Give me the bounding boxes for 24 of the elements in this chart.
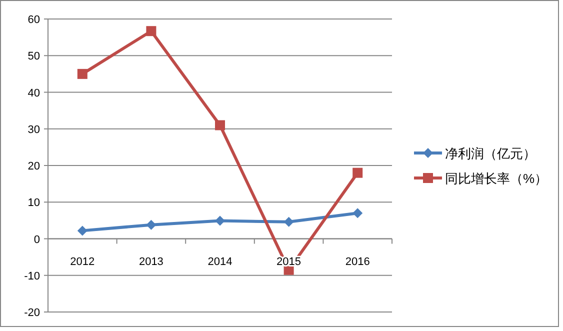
legend-label: 同比增长率（%） — [445, 171, 548, 186]
y-tick-label: 60 — [28, 14, 40, 26]
point — [284, 216, 294, 227]
x-tick-label: 2016 — [345, 256, 370, 268]
y-tick-label: 30 — [28, 124, 40, 136]
y-tick-label: -10 — [24, 270, 40, 282]
y-tick-label: 20 — [28, 160, 40, 172]
point — [146, 220, 156, 230]
y-tick-label: 10 — [28, 197, 40, 210]
point — [352, 208, 363, 218]
y-tick-label: 40 — [28, 87, 40, 100]
point — [215, 120, 225, 130]
x-tick-label: 2014 — [208, 256, 232, 268]
point — [352, 168, 363, 178]
legend-label: 净利润（亿元） — [445, 146, 536, 161]
point — [215, 216, 225, 226]
y-tick-label: 50 — [28, 50, 40, 63]
point — [77, 226, 88, 236]
point — [77, 68, 88, 79]
y-tick-label: 0 — [34, 234, 40, 246]
y-tick-label: -20 — [24, 307, 40, 319]
point — [146, 26, 156, 36]
x-tick-label: 2013 — [138, 256, 164, 268]
x-tick-label: 2012 — [70, 256, 95, 268]
